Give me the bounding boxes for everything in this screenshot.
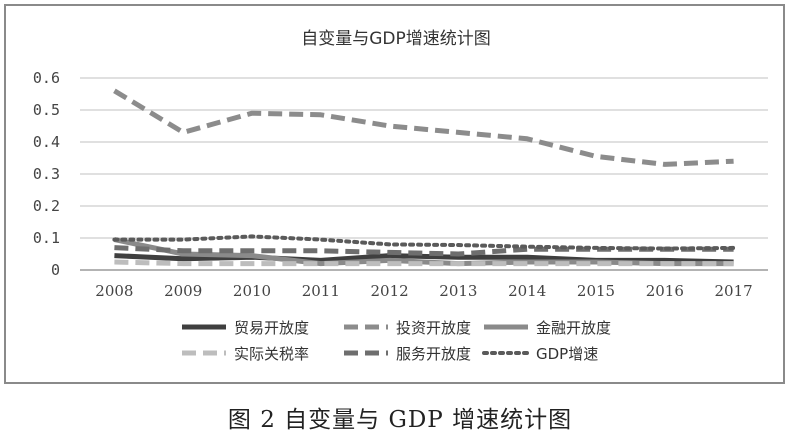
legend-label: 实际关税率 [234, 345, 309, 363]
x-tick-label: 2014 [508, 282, 546, 300]
y-tick-label: 0.1 [33, 229, 60, 247]
y-tick-label: 0.4 [33, 133, 60, 151]
legend-label: 贸易开放度 [234, 319, 309, 337]
x-tick-label: 2008 [95, 282, 133, 300]
series-line [113, 88, 734, 167]
line-chart: 自变量与GDP增速统计图 0 0.1 0.2 0.3 0.4 0.5 0.6 2008 2009 2… [33, 29, 768, 363]
x-tick-label: 2010 [233, 282, 271, 300]
x-tick-label: 2017 [715, 282, 753, 300]
series-line [112, 234, 736, 251]
y-tick-label: 0.6 [33, 69, 60, 87]
y-tick-label: 0.3 [33, 165, 60, 183]
x-tick-label: 2013 [439, 282, 477, 300]
figure-caption: 图 2 自变量与 GDP 增速统计图 [227, 407, 573, 433]
legend-label: GDP增速 [536, 345, 598, 363]
series-line [114, 259, 734, 267]
y-tick-label: 0.5 [33, 101, 60, 119]
x-tick-label: 2016 [646, 282, 684, 300]
y-tick-label: 0 [51, 261, 60, 279]
x-tick-label: 2012 [371, 282, 409, 300]
legend-label: 投资开放度 [396, 319, 471, 337]
y-tick-label: 0.2 [33, 197, 60, 215]
chart-frame: 自变量与GDP增速统计图 0 0.1 0.2 0.3 0.4 0.5 0.6 2008 2009 2… [4, 4, 785, 384]
legend-label: 服务开放度 [396, 345, 471, 363]
x-tick-label: 2011 [302, 282, 340, 300]
x-tick-label: 2009 [164, 282, 202, 300]
x-tick-label: 2015 [577, 282, 615, 300]
legend-label: 金融开放度 [536, 319, 611, 337]
chart-title: 自变量与GDP增速统计图 [301, 29, 491, 49]
